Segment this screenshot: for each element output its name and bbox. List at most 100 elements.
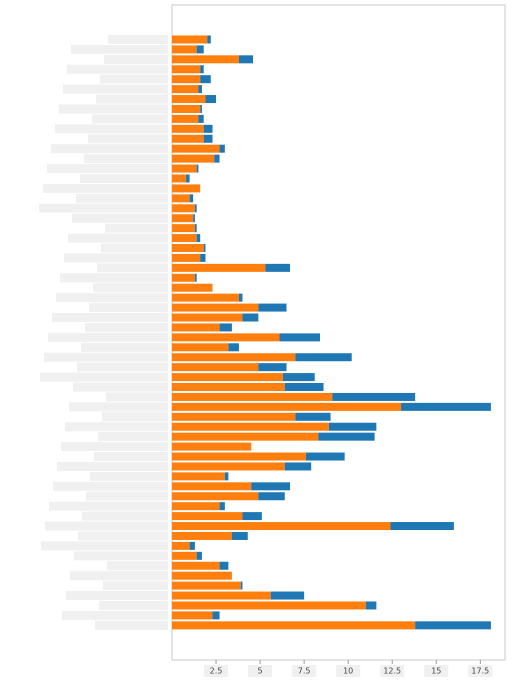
bar-segment — [194, 204, 197, 213]
category-label-bg — [68, 233, 168, 243]
bar-segment — [295, 412, 331, 421]
x-tick-label-bg — [248, 665, 273, 677]
bar-segment — [172, 601, 366, 610]
category-label-bg — [96, 94, 168, 104]
bar-segment — [189, 194, 194, 203]
bar-segment — [228, 343, 239, 352]
bar-segment — [172, 363, 259, 372]
category-label-bg — [56, 293, 168, 303]
bar-segment — [172, 581, 241, 590]
bar-segment — [200, 65, 204, 74]
x-tick-label: 5 — [258, 667, 263, 676]
bar-segment — [172, 432, 319, 441]
category-label-bg — [100, 74, 168, 84]
bar-segment — [203, 134, 213, 143]
category-label-bg — [73, 382, 168, 392]
bar-segment — [196, 164, 199, 173]
category-label-bg — [66, 591, 168, 601]
category-label-bg — [80, 173, 168, 183]
bar-segment — [390, 522, 454, 531]
x-tick-label-bg — [468, 665, 493, 677]
bar-segment — [242, 313, 259, 322]
bar-segment — [198, 114, 204, 123]
bar-segment — [172, 313, 243, 322]
category-label-bg — [85, 322, 168, 332]
x-tick-label-bg — [204, 665, 229, 677]
bar-segment — [186, 174, 190, 183]
category-label-bg — [67, 64, 168, 74]
bar-segment — [231, 531, 248, 540]
x-tick-label: 10 — [343, 667, 353, 676]
bar-segment — [212, 611, 220, 620]
bar-segment — [172, 253, 201, 262]
category-label-bg — [59, 104, 168, 114]
bar-segment — [172, 75, 201, 84]
category-label-bg — [61, 442, 168, 452]
bar-segment — [172, 214, 194, 223]
bar-segment — [172, 273, 195, 282]
category-label-bg — [99, 600, 168, 610]
bar-segment — [200, 253, 206, 262]
category-label-bg — [53, 481, 168, 491]
bar-segment — [172, 611, 213, 620]
category-label-bg — [76, 193, 168, 203]
bar-segment — [203, 243, 206, 252]
category-label-bg — [41, 541, 168, 551]
bar-segment — [172, 95, 206, 104]
bar-segment — [172, 114, 199, 123]
bar-segment — [332, 392, 416, 401]
bar-segment — [172, 571, 232, 580]
bar-segment — [193, 214, 195, 223]
category-label-bg — [64, 253, 168, 263]
bar-segment — [238, 293, 243, 302]
category-label-bg — [89, 303, 168, 313]
bar-segment — [172, 104, 201, 113]
bar-segment — [172, 412, 296, 421]
x-tick-label-bg — [336, 665, 361, 677]
category-label-bg — [77, 362, 168, 372]
category-label-bg — [81, 342, 168, 352]
bar-segment — [172, 164, 197, 173]
bar-segment — [196, 234, 201, 243]
bar-segment — [172, 65, 201, 74]
bar-segment — [172, 522, 391, 531]
category-label-bg — [94, 452, 168, 462]
bar-segment — [172, 472, 225, 481]
bar-segment — [172, 234, 197, 243]
category-label-bg — [108, 34, 168, 44]
bar-segment — [172, 134, 204, 143]
bar-segment — [203, 124, 213, 133]
bar-segment — [172, 373, 283, 382]
bar-segment — [240, 581, 243, 590]
bar-segment — [172, 154, 215, 163]
bar-segment — [219, 144, 225, 153]
bar-segment — [172, 293, 239, 302]
bar-segment — [205, 95, 217, 104]
x-tick-label-bg — [424, 665, 449, 677]
bar-segment — [214, 154, 220, 163]
category-label-bg — [57, 461, 168, 471]
category-label-bg — [93, 283, 168, 293]
bar-segment — [242, 512, 262, 521]
bar-segment — [172, 224, 195, 233]
category-label-bg — [71, 44, 168, 54]
x-tick-label-bg — [380, 665, 405, 677]
bar-segment — [279, 333, 320, 342]
bar-segment — [207, 35, 211, 44]
category-label-bg — [74, 551, 168, 561]
category-label-bg — [82, 511, 168, 521]
bar-segment — [196, 551, 202, 560]
bar-segment — [172, 353, 296, 362]
category-label-bg — [43, 183, 168, 193]
category-label-bg — [92, 114, 168, 124]
bar-segment — [172, 452, 306, 461]
category-label-bg — [97, 263, 168, 273]
category-label-bg — [52, 313, 168, 323]
category-label-bg — [55, 124, 168, 134]
bar-segment — [172, 541, 190, 550]
bar-segment — [172, 512, 243, 521]
category-label-bg — [102, 412, 168, 422]
category-label-bg — [72, 213, 168, 223]
bar-segment — [172, 174, 187, 183]
bar-segment — [196, 45, 204, 54]
